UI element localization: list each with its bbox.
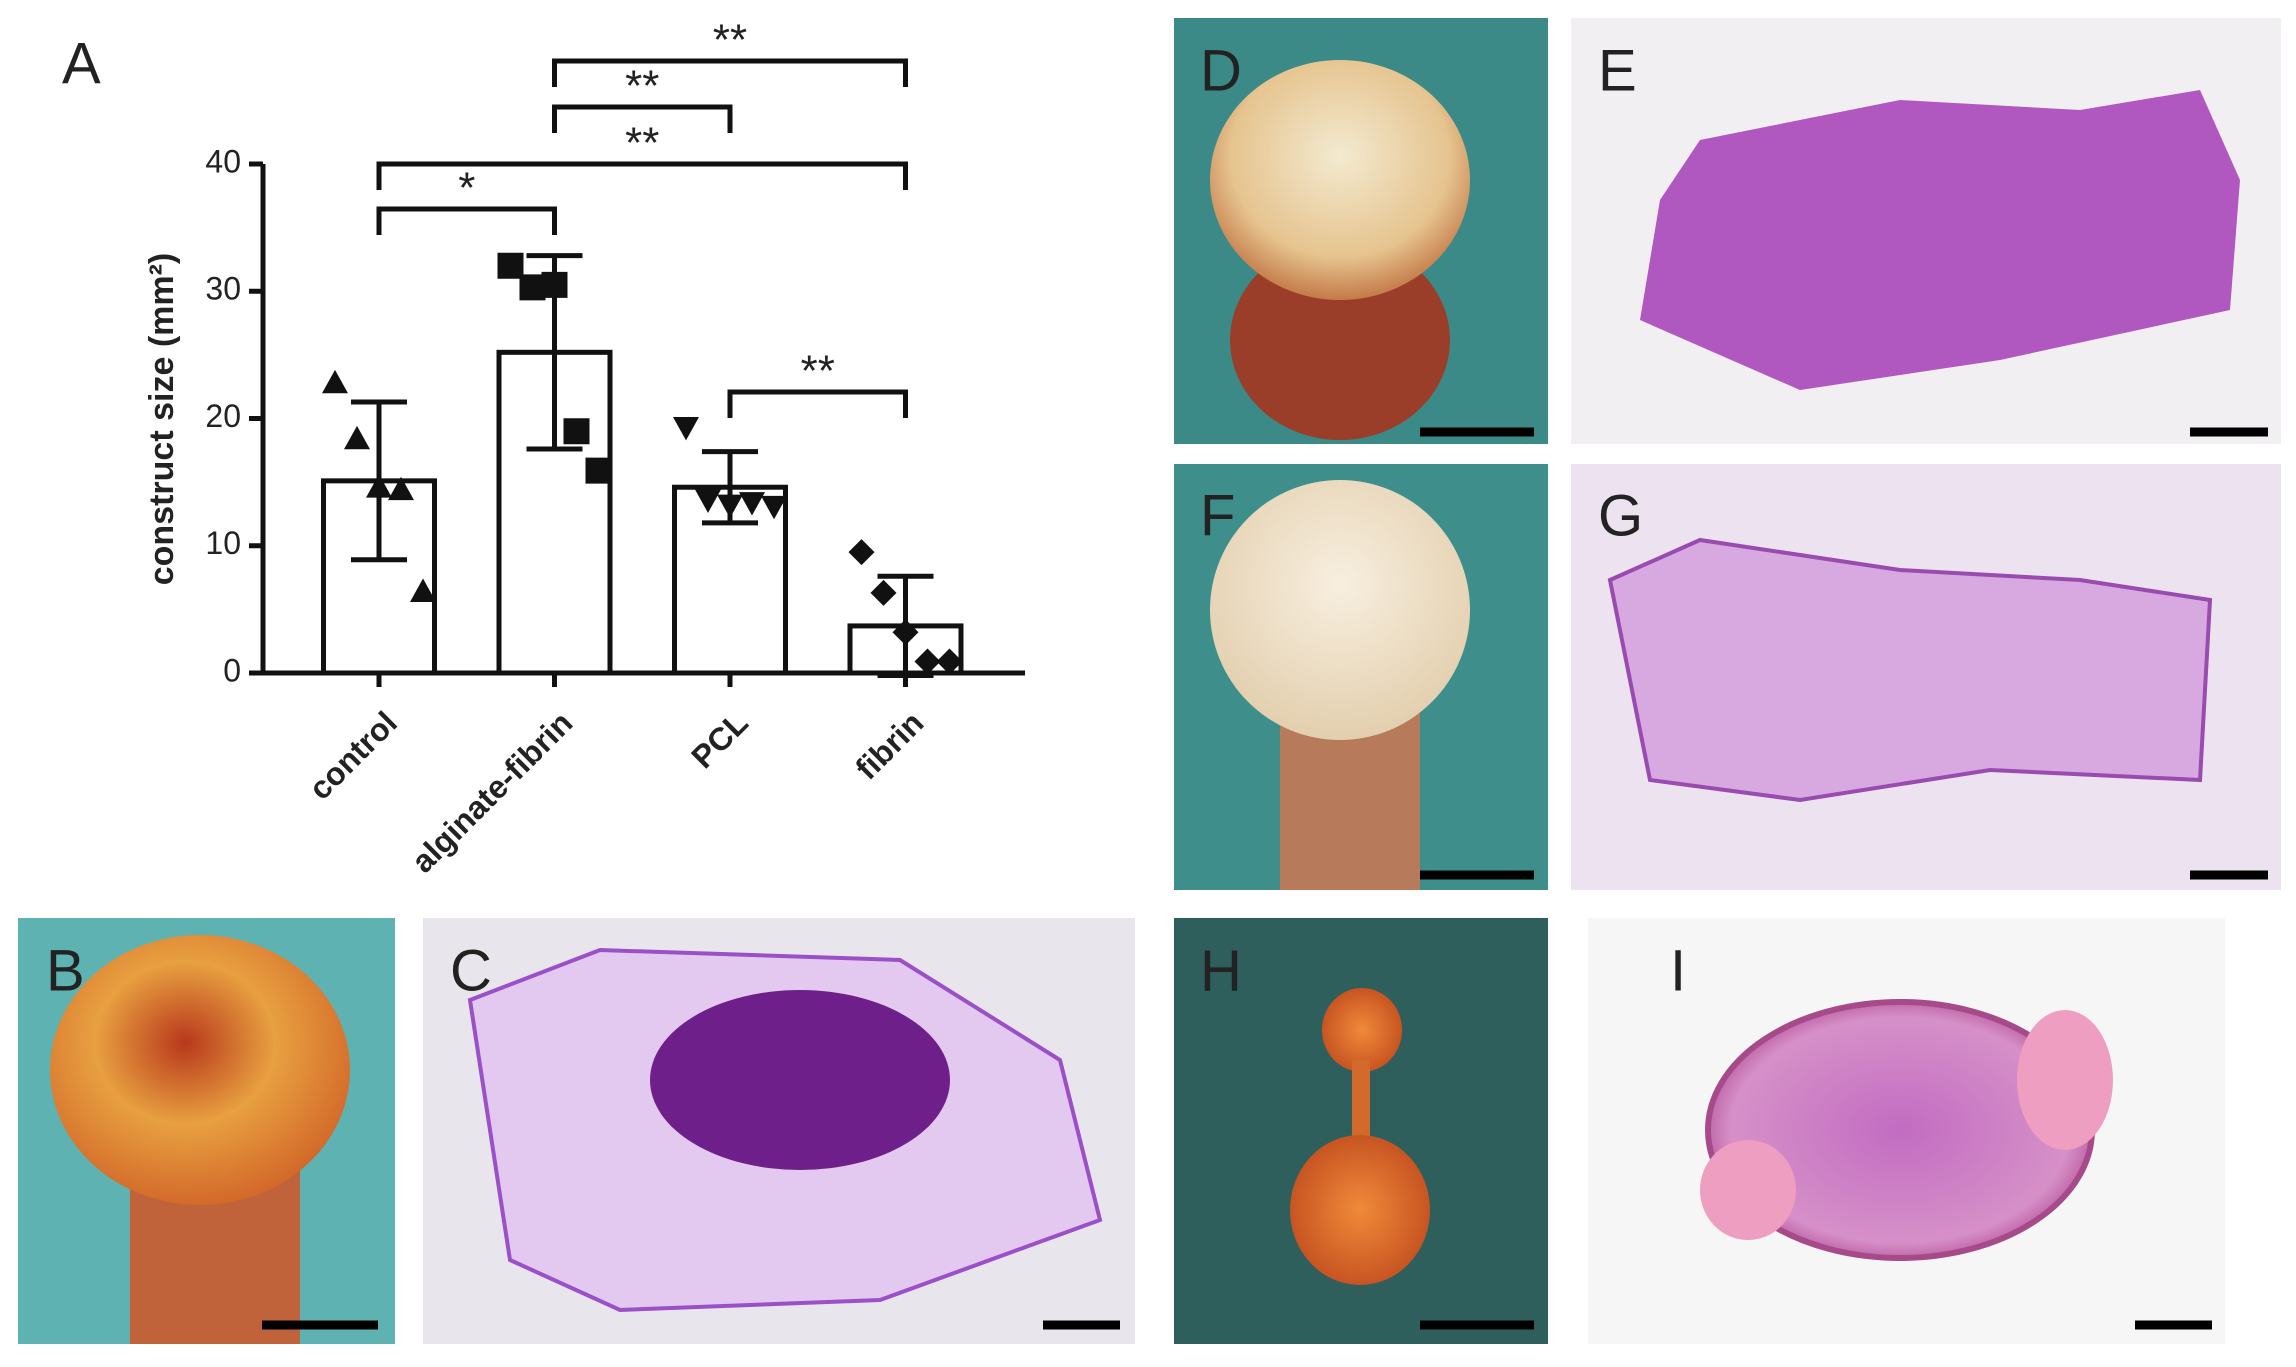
photo-g-tissue (1607, 537, 2213, 803)
significance-label: ** (625, 62, 659, 111)
y-tick-label: 40 (205, 143, 241, 179)
significance-label: ** (801, 347, 835, 396)
data-point (673, 417, 699, 441)
panel-letter: C (450, 938, 492, 1003)
y-axis-label: construct size (mm²) (143, 253, 181, 586)
photo-h-stalk (1352, 1060, 1370, 1140)
significance-bracket (727, 389, 908, 418)
significance-bracket (376, 206, 557, 235)
data-point (695, 489, 721, 513)
panel-letter: B (46, 938, 85, 1003)
chart: construct size (mm²) 0 10 20 30 40 control alg… (143, 16, 1025, 880)
data-point (519, 274, 546, 301)
photo-d-stalk (1230, 240, 1450, 440)
significance-label: ** (625, 119, 659, 168)
data-point (388, 476, 414, 501)
panel-letters: A B C D E F G H I (46, 31, 1686, 1003)
y-tick-label: 30 (205, 271, 241, 307)
photo-d-tissue (1210, 60, 1470, 300)
photo-h-tissue (1322, 988, 1402, 1072)
photo-b-tissue (50, 935, 350, 1205)
y-tick-label: 20 (205, 398, 241, 434)
data-point (344, 425, 370, 450)
panel-letter: H (1200, 938, 1242, 1003)
panel-letter: D (1200, 38, 1242, 103)
data-point (410, 578, 436, 602)
data-point (497, 252, 524, 279)
panel-letter: E (1598, 38, 1637, 103)
data-point (739, 492, 765, 516)
photo-f-tissue (1210, 480, 1470, 740)
x-tick-label: fibrin (848, 704, 930, 786)
panel-letter: A (62, 31, 101, 96)
x-tick-label: control (302, 704, 404, 806)
significance-bracket (552, 104, 733, 133)
data-point (717, 494, 743, 519)
significance-label: ** (713, 16, 747, 65)
significance-label: * (458, 164, 475, 213)
data-point (848, 539, 875, 566)
y-tick-label: 10 (205, 525, 241, 561)
photo-h-tissue (1290, 1135, 1430, 1285)
data-point (936, 648, 963, 675)
photo-panels (18, 18, 2281, 1344)
data-point (892, 619, 919, 646)
data-point (563, 418, 590, 445)
data-point (585, 457, 612, 484)
significance-bracket (552, 58, 908, 87)
photo-i-region (2017, 1010, 2113, 1150)
data-point (761, 495, 787, 520)
data-point (541, 271, 568, 298)
panel-letter: F (1200, 483, 1235, 548)
x-tick-label: alginate-fibrin (404, 704, 579, 879)
data-point (914, 648, 941, 675)
photo-c-stain (650, 990, 950, 1170)
data-point (366, 474, 392, 498)
y-tick-label: 0 (223, 652, 241, 688)
panel-letter: G (1598, 483, 1643, 548)
data-point (870, 579, 897, 606)
panel-letter: I (1670, 938, 1686, 1003)
photo-i-region (1700, 1140, 1796, 1240)
significance-bracket (376, 161, 908, 190)
data-point (322, 369, 348, 394)
photo-e-tissue (1640, 90, 2240, 390)
x-tick-label: PCL (684, 704, 755, 775)
